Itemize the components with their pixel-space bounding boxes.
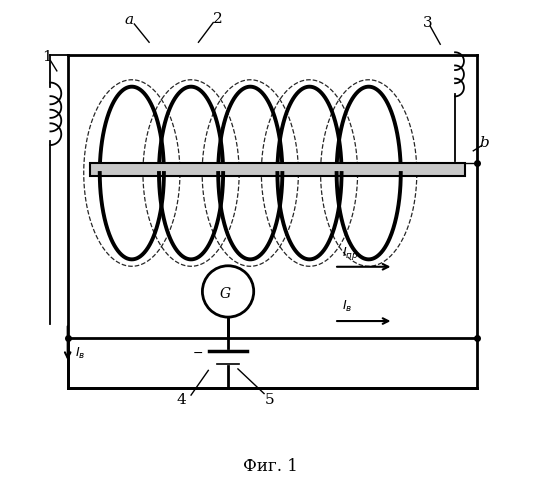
Text: 5: 5 (265, 393, 275, 407)
Text: $I_в$: $I_в$ (341, 299, 352, 314)
Circle shape (202, 266, 254, 317)
Text: $I_в$: $I_в$ (75, 346, 85, 361)
Text: 2: 2 (213, 11, 223, 25)
Text: 4: 4 (176, 393, 186, 407)
Text: −: − (193, 347, 204, 360)
Text: 3: 3 (423, 15, 433, 29)
Text: 1: 1 (42, 50, 52, 64)
Bar (90, 163, 465, 177)
Text: Фиг. 1: Фиг. 1 (242, 458, 298, 475)
Text: G: G (220, 287, 231, 301)
Text: $I_{пр}$: $I_{пр}$ (341, 245, 358, 262)
Text: b: b (480, 136, 490, 150)
Text: a: a (125, 13, 134, 27)
